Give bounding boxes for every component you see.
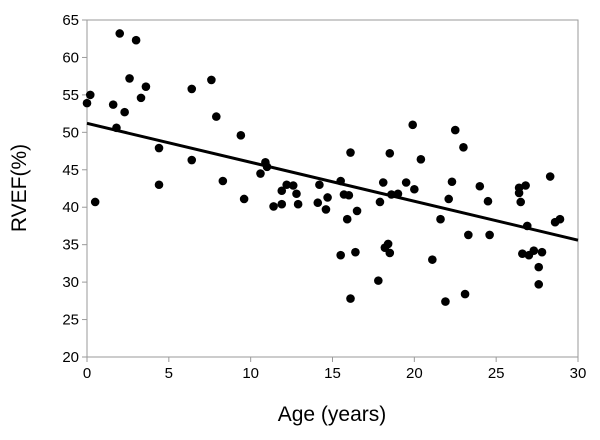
x-tick-label: 5 [165,365,173,382]
data-point [485,230,494,240]
data-point [239,194,249,204]
data-point [352,206,362,216]
data-point [136,93,146,103]
data-point [383,239,393,249]
data-point [293,199,303,209]
y-axis-title: RVEF(%) [8,144,31,232]
y-tick-label: 40 [62,199,79,216]
y-axis: 20 25 30 35 40 45 50 55 60 65 [62,12,87,366]
data-point [256,169,265,178]
data-point [375,197,385,207]
data-point [459,143,468,152]
data-point [521,181,530,190]
data-point [441,297,450,306]
data-point [444,194,454,204]
data-point [537,247,547,257]
x-axis: 0 5 10 15 20 25 30 [83,357,587,382]
data-point [321,205,331,214]
data-point [336,250,345,260]
x-tick-label: 15 [324,365,341,382]
data-point [483,196,493,206]
x-tick-label: 20 [406,365,423,382]
data-point [315,180,324,190]
data-point [408,120,417,130]
data-point [378,178,388,187]
data-point [236,131,246,140]
data-point [460,289,470,299]
data-point [385,149,395,158]
x-axis-title: Age (years) [278,403,387,426]
data-point [141,82,151,91]
data-point [282,180,291,190]
data-point [154,143,164,153]
data-point [277,199,287,209]
data-point [90,197,100,207]
data-point [385,248,395,258]
y-tick-label: 20 [62,349,79,366]
data-point [344,190,354,200]
data-point [401,178,411,187]
data-point [82,98,92,108]
data-point [218,176,228,186]
data-point [346,148,355,157]
data-point [534,262,544,272]
data-point [514,188,524,198]
data-point [555,214,565,224]
y-tick-label: 45 [62,162,79,179]
data-point [292,189,301,199]
data-point [450,125,460,135]
data-point [277,186,287,196]
x-tick-label: 30 [570,365,587,382]
y-tick-label: 35 [62,237,79,254]
data-point [125,74,134,83]
y-tick-label: 65 [62,12,79,29]
data-point [475,181,485,191]
data-point [342,214,352,224]
data-point [115,29,125,38]
data-point [374,276,383,285]
data-point [313,198,323,208]
data-point [516,197,526,207]
data-point [187,155,197,165]
data-point [529,246,539,255]
data-point [436,214,445,224]
data-point [211,112,221,121]
x-tick-label: 10 [242,365,259,382]
data-point [187,84,197,94]
data-point [545,172,555,181]
data-points [82,29,565,306]
data-point [85,90,95,100]
x-tick-label: 25 [488,365,505,382]
data-point [410,184,419,194]
data-point [288,181,298,190]
data-point [518,249,527,258]
data-point [131,35,141,45]
x-tick-label: 0 [83,365,91,382]
data-point [207,75,216,85]
y-tick-label: 25 [62,312,79,329]
data-point [428,255,437,264]
data-point [416,154,426,164]
y-tick-label: 50 [62,124,79,141]
data-point [108,100,118,109]
data-point [346,294,355,303]
y-tick-label: 60 [62,49,79,66]
data-point [323,193,332,202]
y-tick-label: 30 [62,274,79,291]
data-point [154,180,164,190]
y-tick-label: 55 [62,87,79,104]
data-point [269,202,278,211]
trendline [86,121,579,242]
data-point [464,230,473,240]
data-point [120,107,129,117]
data-point [534,280,544,289]
data-point [447,177,457,187]
data-point [351,247,360,257]
